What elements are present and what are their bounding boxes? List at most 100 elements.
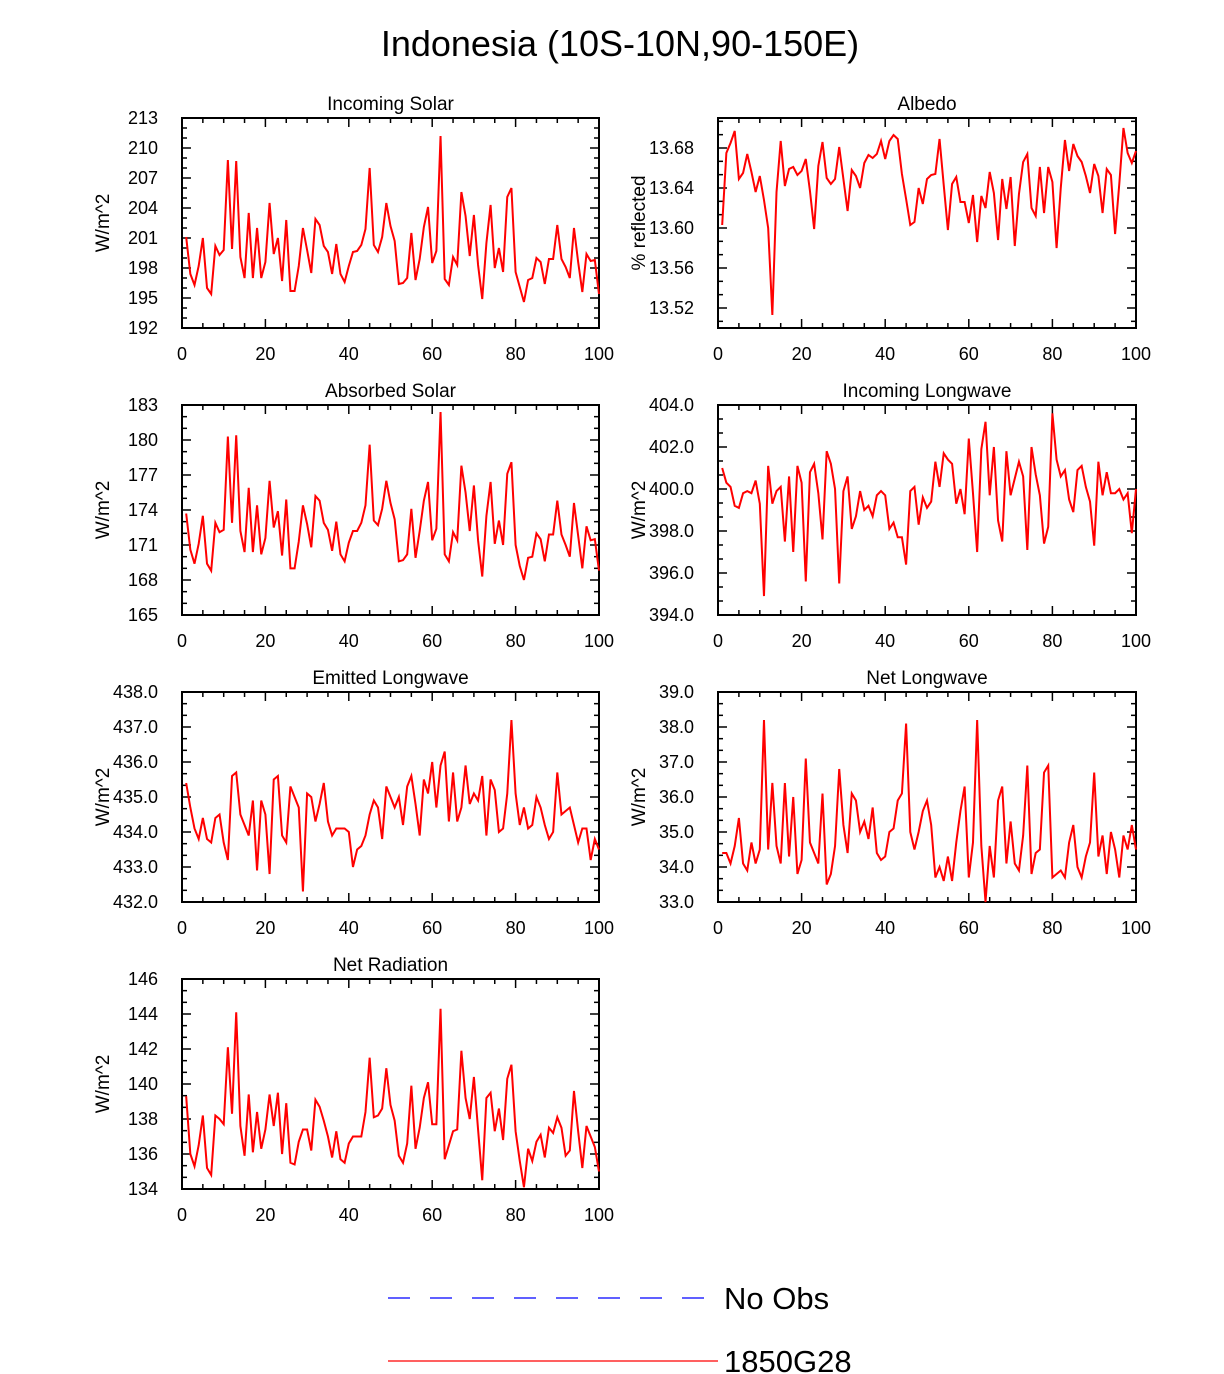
panel-net-longwave: Net Longwave W/m^2 0 20 40 60 80 100 33.0 34.0 35.… [629, 668, 1151, 938]
legend-label: No Obs [724, 1281, 829, 1316]
x-tick-label: 20 [255, 631, 275, 651]
x-tick-label: 0 [713, 344, 723, 364]
y-tick-label: 33.0 [659, 892, 694, 912]
y-tick-label: 213 [128, 108, 158, 128]
series-line-1850g28 [722, 719, 1137, 903]
y-tick-label: 396.0 [649, 563, 694, 583]
x-tick-label: 80 [506, 631, 526, 651]
panel-title: Incoming Solar [327, 94, 454, 115]
x-tick-label: 0 [177, 918, 187, 938]
x-tick-label: 40 [875, 344, 895, 364]
panel-title: Absorbed Solar [325, 381, 457, 402]
y-tick-label: 201 [128, 228, 158, 248]
y-tick-label: 398.0 [649, 521, 694, 541]
series-line-1850g28 [721, 413, 1137, 597]
series-line-1850g28 [185, 1008, 600, 1188]
y-tick-label: 195 [128, 288, 158, 308]
x-tick-label: 100 [1121, 631, 1151, 651]
x-tick-label: 40 [339, 631, 359, 651]
y-tick-label: 438.0 [113, 682, 158, 702]
y-tick-label: 432.0 [113, 892, 158, 912]
plot-frame [181, 404, 600, 616]
x-tick-label: 100 [584, 631, 614, 651]
x-tick-label: 100 [1121, 344, 1151, 364]
x-tick-label: 40 [875, 631, 895, 651]
y-tick-label: 138 [128, 1109, 158, 1129]
y-axis-label: % reflected [629, 175, 650, 270]
x-tick-label: 0 [177, 631, 187, 651]
x-tick-label: 80 [506, 344, 526, 364]
x-tick-label: 60 [959, 631, 979, 651]
y-tick-label: 165 [128, 605, 158, 625]
x-tick-label: 60 [422, 918, 442, 938]
y-tick-label: 136 [128, 1144, 158, 1164]
x-tick-label: 80 [506, 1205, 526, 1225]
y-tick-label: 437.0 [113, 717, 158, 737]
y-tick-label: 37.0 [659, 752, 694, 772]
y-tick-label: 36.0 [659, 787, 694, 807]
series-line-1850g28 [185, 719, 600, 892]
y-tick-label: 39.0 [659, 682, 694, 702]
x-tick-label: 100 [1121, 918, 1151, 938]
x-tick-label: 80 [506, 918, 526, 938]
y-tick-label: 434.0 [113, 822, 158, 842]
y-tick-label: 134 [128, 1179, 158, 1199]
y-tick-label: 146 [128, 969, 158, 989]
x-tick-label: 60 [422, 631, 442, 651]
x-tick-label: 80 [1042, 344, 1062, 364]
y-tick-label: 198 [128, 258, 158, 278]
y-tick-label: 436.0 [113, 752, 158, 772]
y-tick-label: 38.0 [659, 717, 694, 737]
y-tick-label: 174 [128, 500, 158, 520]
y-axis-label: W/m^2 [93, 1055, 114, 1114]
y-tick-label: 183 [128, 395, 158, 415]
x-tick-label: 0 [177, 1205, 187, 1225]
y-tick-label: 144 [128, 1004, 158, 1024]
y-tick-label: 177 [128, 465, 158, 485]
x-tick-label: 40 [339, 1205, 359, 1225]
panel-title: Net Longwave [866, 668, 987, 689]
x-tick-label: 0 [713, 918, 723, 938]
y-tick-label: 13.68 [649, 138, 694, 158]
x-tick-label: 20 [792, 918, 812, 938]
x-tick-label: 80 [1042, 631, 1062, 651]
y-tick-label: 433.0 [113, 857, 158, 877]
y-tick-label: 210 [128, 138, 158, 158]
x-tick-label: 0 [713, 631, 723, 651]
y-tick-label: 13.64 [649, 178, 694, 198]
x-tick-label: 40 [875, 918, 895, 938]
panel-absorbed-solar: Absorbed Solar W/m^2 0 20 40 60 80 100 165 168 171… [93, 381, 614, 651]
panel-title: Net Radiation [333, 955, 448, 976]
x-tick-label: 20 [255, 918, 275, 938]
y-tick-label: 13.56 [649, 258, 694, 278]
y-tick-label: 192 [128, 318, 158, 338]
y-tick-label: 435.0 [113, 787, 158, 807]
y-tick-label: 13.60 [649, 218, 694, 238]
plot-frame [717, 691, 1137, 903]
legend-label: 1850G28 [724, 1344, 852, 1374]
x-tick-label: 20 [255, 344, 275, 364]
legend: No Obs 1850G28 [388, 1281, 852, 1374]
panel-title: Incoming Longwave [843, 381, 1012, 402]
x-tick-label: 60 [422, 1205, 442, 1225]
figure-title: Indonesia (10S-10N,90-150E) [381, 23, 859, 64]
y-tick-label: 140 [128, 1074, 158, 1094]
x-tick-label: 80 [1042, 918, 1062, 938]
y-tick-label: 207 [128, 168, 158, 188]
y-tick-label: 400.0 [649, 479, 694, 499]
y-tick-label: 204 [128, 198, 158, 218]
panel-incoming-longwave: Incoming Longwave W/m^2 0 20 40 60 80 100 394.0 3… [629, 381, 1151, 651]
y-tick-label: 13.52 [649, 298, 694, 318]
x-tick-label: 20 [792, 631, 812, 651]
x-tick-label: 20 [255, 1205, 275, 1225]
y-tick-label: 35.0 [659, 822, 694, 842]
panel-net-radiation: Net Radiation W/m^2 0 20 40 60 80 100 134 136 138 1… [93, 955, 614, 1225]
x-tick-label: 0 [177, 344, 187, 364]
panel-emitted-longwave: Emitted Longwave W/m^2 0 20 40 60 80 100 432.0 43… [93, 668, 614, 938]
y-tick-label: 394.0 [649, 605, 694, 625]
y-tick-label: 34.0 [659, 857, 694, 877]
y-tick-label: 168 [128, 570, 158, 590]
y-axis-label: W/m^2 [93, 481, 114, 540]
panel-albedo: Albedo % reflected 0 20 40 60 80 100 13.52 13.56 1… [629, 94, 1151, 364]
